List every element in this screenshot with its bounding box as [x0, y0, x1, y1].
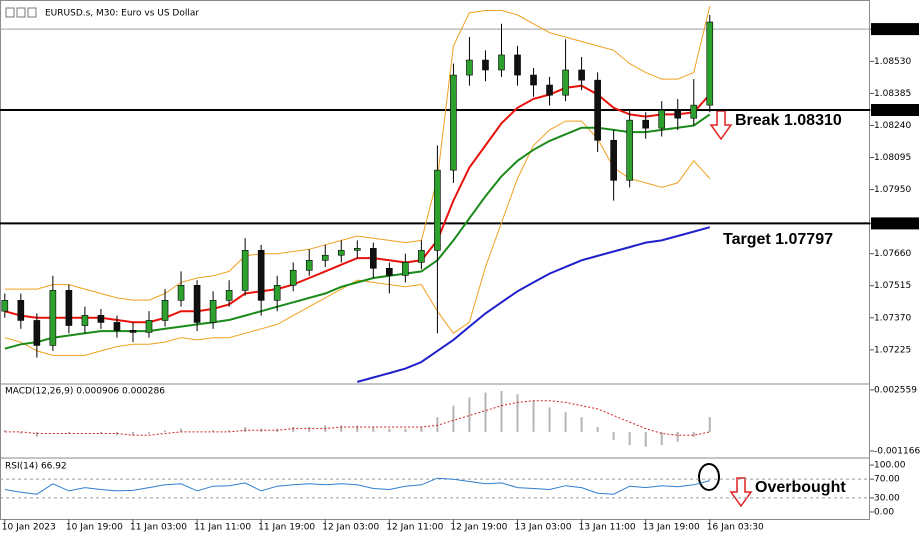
candle-body: [305, 260, 313, 271]
y-tick-label: 100.00: [874, 461, 906, 471]
candle-body: [241, 250, 249, 291]
candle-body: [514, 54, 521, 76]
y-tick-label: 1.07950: [874, 185, 911, 195]
candle-body: [690, 104, 698, 119]
candle-body: [610, 139, 617, 181]
candle-body: [402, 262, 409, 276]
y-tick-label: 1.07797: [874, 219, 911, 229]
y-tick-label: 70.00: [874, 475, 900, 485]
candle-body: [257, 250, 265, 301]
candle-body: [129, 330, 137, 333]
candle-body: [337, 250, 345, 256]
series-line: [4, 477, 710, 495]
candle-body: [17, 300, 25, 321]
down-arrow: [729, 477, 753, 508]
candle-body: [594, 79, 601, 141]
candle-body: [706, 21, 714, 106]
candle-body: [225, 290, 233, 301]
y-tick-label: 1.07370: [874, 313, 911, 323]
candle-body: [1, 300, 9, 312]
candle-body: [49, 290, 57, 346]
candle-body: [466, 59, 473, 76]
rsi-title: RSI(14) 66.92: [5, 462, 67, 472]
x-tick-label: 10 Jan 19:00: [66, 523, 123, 533]
candle-body: [562, 69, 569, 96]
candle-body: [273, 284, 281, 301]
y-tick-label: 0.002559: [874, 385, 917, 395]
y-tick-label: 1.08530: [874, 57, 911, 67]
x-tick-label: 13 Jan 11:00: [579, 523, 636, 533]
candle-body: [434, 169, 441, 251]
candle-body: [674, 109, 682, 119]
candle-body: [113, 322, 121, 331]
x-tick-label: 11 Jan 03:00: [130, 523, 187, 533]
annotation: Break 1.08310: [735, 112, 842, 129]
candle-body: [97, 315, 105, 323]
y-tick-label: 1.08385: [874, 89, 911, 99]
candle-body: [386, 267, 393, 276]
series-line: [357, 226, 711, 383]
down-arrow: [709, 110, 733, 141]
series-line: [4, 400, 710, 436]
y-tick-label: -0.001166: [874, 447, 920, 457]
x-tick-label: 12 Jan 19:00: [450, 523, 507, 533]
y-tick-label: 0.00: [874, 507, 894, 517]
y-tick-label: 1.08676: [874, 25, 911, 35]
candle-body: [642, 119, 649, 129]
candle-body: [530, 74, 537, 86]
y-tick-label: 1.08240: [874, 121, 911, 131]
candle-body: [418, 250, 425, 263]
candle-body: [161, 300, 169, 321]
y-tick-label: 1.07660: [874, 249, 911, 259]
candle-body: [546, 84, 553, 96]
x-tick-label: 13 Jan 19:00: [643, 523, 700, 533]
candle-body: [145, 320, 153, 333]
x-tick-label: 16 Jan 03:30: [707, 523, 764, 533]
candle-body: [658, 109, 666, 129]
x-tick-label: 10 Jan 2023: [2, 523, 56, 533]
frame: [0, 0, 870, 520]
chart-title: EURUSD.s, M30: Euro vs US Dollar: [45, 9, 199, 19]
y-tick-label: 1.07515: [874, 281, 911, 291]
candle-body: [482, 59, 489, 71]
candle-body: [193, 284, 201, 323]
candle-body: [289, 269, 297, 286]
candle-body: [209, 300, 217, 323]
x-tick-label: 11 Jan 19:00: [258, 523, 315, 533]
price-label-box: [871, 217, 919, 230]
y-tick-label: 30.00: [874, 493, 900, 503]
candle-body: [65, 290, 73, 326]
candle-body: [33, 320, 41, 346]
candle-body: [321, 254, 329, 261]
candle-body: [626, 119, 633, 181]
annotation: Target 1.07797: [723, 231, 833, 248]
x-tick-label: 11 Jan 11:00: [194, 523, 251, 533]
y-tick-label: 1.08095: [874, 153, 911, 163]
price-label-box: [871, 104, 919, 116]
series-line: [4, 113, 711, 350]
candle-body: [81, 315, 89, 326]
price-label-box: [871, 23, 919, 36]
candle-body: [450, 74, 457, 171]
toolbar-icon[interactable]: [16, 7, 26, 18]
candle-body: [177, 284, 185, 301]
toolbar-icon[interactable]: [27, 7, 37, 18]
x-tick-label: 12 Jan 03:00: [322, 523, 379, 533]
y-tick-label: 1.07225: [874, 345, 911, 355]
toolbar-icon[interactable]: [5, 7, 15, 18]
series-line: [4, 5, 711, 301]
y-tick-label: 1.08310: [874, 106, 911, 116]
candle-body: [498, 54, 505, 71]
x-tick-label: 13 Jan 03:00: [515, 523, 572, 533]
candle-body: [353, 248, 361, 251]
candle-body: [578, 69, 585, 81]
series-line: [4, 120, 711, 356]
candle-body: [370, 248, 377, 269]
macd-title: MACD(12,26,9) 0.000906 0.000286: [5, 387, 165, 397]
x-tick-label: 12 Jan 11:00: [386, 523, 443, 533]
annotation: Overbought: [755, 479, 846, 496]
highlight-circle: [698, 463, 720, 491]
